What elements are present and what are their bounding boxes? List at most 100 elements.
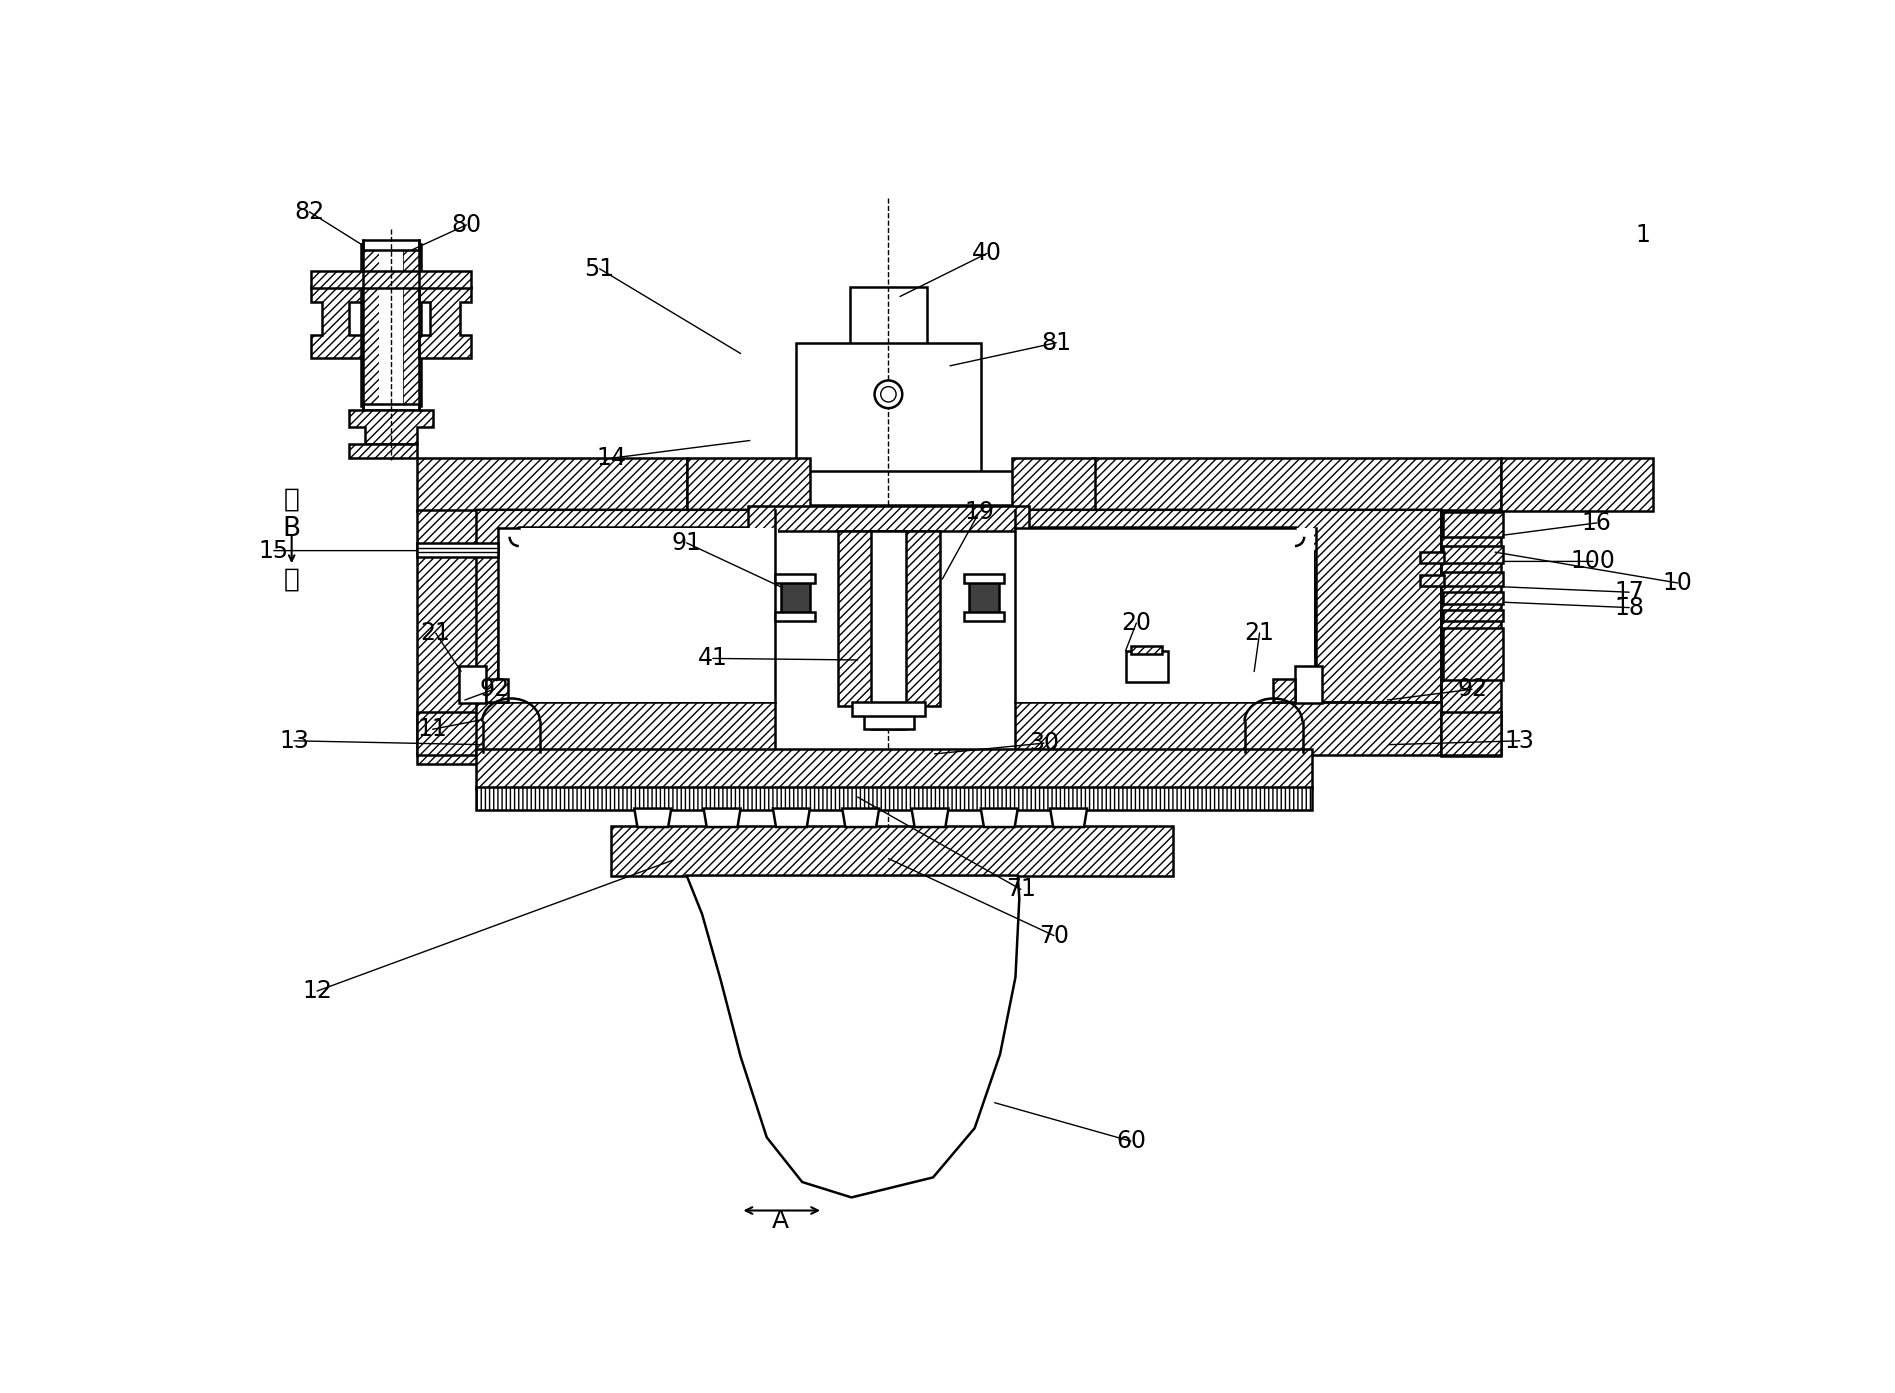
Text: 15: 15 xyxy=(260,539,290,563)
Polygon shape xyxy=(476,702,775,755)
Polygon shape xyxy=(1273,680,1294,702)
Polygon shape xyxy=(773,808,809,827)
Circle shape xyxy=(875,380,902,408)
Polygon shape xyxy=(1442,628,1503,680)
Text: 18: 18 xyxy=(1615,596,1645,620)
Polygon shape xyxy=(349,411,432,444)
Polygon shape xyxy=(417,712,478,755)
Polygon shape xyxy=(853,702,925,716)
Polygon shape xyxy=(349,444,417,458)
Text: 71: 71 xyxy=(1006,878,1037,901)
Polygon shape xyxy=(379,244,404,405)
Polygon shape xyxy=(965,574,1004,582)
Text: 92: 92 xyxy=(1457,677,1488,701)
Polygon shape xyxy=(965,612,1004,621)
Polygon shape xyxy=(311,287,360,358)
Polygon shape xyxy=(1016,510,1442,702)
Text: 20: 20 xyxy=(1122,612,1152,635)
Polygon shape xyxy=(1442,712,1501,755)
Polygon shape xyxy=(864,706,913,730)
Text: 外: 外 xyxy=(284,486,299,513)
Polygon shape xyxy=(417,458,686,511)
Polygon shape xyxy=(364,241,419,249)
Polygon shape xyxy=(1442,546,1503,563)
Polygon shape xyxy=(1419,575,1444,586)
Text: 91: 91 xyxy=(671,531,701,554)
Text: B: B xyxy=(282,515,301,542)
Text: 11: 11 xyxy=(417,717,447,741)
Text: 21: 21 xyxy=(1245,621,1275,645)
Polygon shape xyxy=(1294,666,1323,703)
Polygon shape xyxy=(476,748,1311,788)
Polygon shape xyxy=(459,666,485,703)
Polygon shape xyxy=(1442,573,1503,586)
Polygon shape xyxy=(364,404,419,411)
Text: 30: 30 xyxy=(1029,731,1059,755)
Polygon shape xyxy=(775,612,815,621)
Text: 16: 16 xyxy=(1582,511,1613,535)
Text: 内: 内 xyxy=(284,566,299,592)
Polygon shape xyxy=(1131,646,1162,653)
Polygon shape xyxy=(841,808,879,827)
Polygon shape xyxy=(796,343,982,474)
Text: 1: 1 xyxy=(1635,223,1651,247)
Polygon shape xyxy=(498,528,777,702)
Polygon shape xyxy=(476,510,775,702)
Polygon shape xyxy=(968,581,999,614)
Text: 13: 13 xyxy=(279,729,309,752)
Polygon shape xyxy=(1016,528,1315,702)
Polygon shape xyxy=(402,244,421,405)
Polygon shape xyxy=(686,458,809,511)
Polygon shape xyxy=(1050,808,1088,827)
Circle shape xyxy=(881,387,896,403)
Text: 14: 14 xyxy=(597,446,625,471)
Polygon shape xyxy=(476,510,775,702)
Polygon shape xyxy=(982,808,1018,827)
Text: 70: 70 xyxy=(1038,924,1069,947)
Text: 19: 19 xyxy=(965,500,995,524)
Text: 40: 40 xyxy=(972,241,1002,266)
Polygon shape xyxy=(360,244,381,405)
Polygon shape xyxy=(703,808,741,827)
Text: 17: 17 xyxy=(1615,581,1645,605)
Polygon shape xyxy=(417,510,478,763)
Polygon shape xyxy=(1442,510,1501,756)
Text: 21: 21 xyxy=(421,621,451,645)
Polygon shape xyxy=(612,826,1173,876)
Polygon shape xyxy=(476,787,1311,811)
Text: 100: 100 xyxy=(1571,549,1615,574)
Polygon shape xyxy=(1419,552,1444,563)
Polygon shape xyxy=(1126,651,1167,681)
Polygon shape xyxy=(487,680,508,702)
Text: 80: 80 xyxy=(451,213,481,237)
Text: 13: 13 xyxy=(1505,729,1535,752)
Polygon shape xyxy=(635,808,671,827)
Polygon shape xyxy=(872,531,906,730)
Polygon shape xyxy=(838,531,940,706)
Text: 92: 92 xyxy=(479,677,510,701)
Text: 60: 60 xyxy=(1116,1130,1146,1153)
Polygon shape xyxy=(1016,510,1442,702)
Polygon shape xyxy=(1442,592,1503,603)
Text: 82: 82 xyxy=(294,199,324,224)
Polygon shape xyxy=(476,510,775,702)
Polygon shape xyxy=(1012,458,1095,511)
Polygon shape xyxy=(781,581,809,614)
Text: 51: 51 xyxy=(584,256,614,281)
Text: 41: 41 xyxy=(697,646,728,670)
Text: 10: 10 xyxy=(1662,571,1692,595)
Polygon shape xyxy=(1501,458,1652,511)
Polygon shape xyxy=(1016,702,1442,755)
Polygon shape xyxy=(911,808,949,827)
Polygon shape xyxy=(684,471,1092,506)
Polygon shape xyxy=(417,543,498,557)
Text: 81: 81 xyxy=(1040,330,1071,355)
Polygon shape xyxy=(686,876,1020,1198)
Polygon shape xyxy=(1442,513,1503,536)
Polygon shape xyxy=(311,272,472,288)
Polygon shape xyxy=(1442,610,1503,621)
Polygon shape xyxy=(775,574,815,582)
Polygon shape xyxy=(419,287,472,358)
Polygon shape xyxy=(749,506,1029,531)
Polygon shape xyxy=(1092,458,1501,511)
